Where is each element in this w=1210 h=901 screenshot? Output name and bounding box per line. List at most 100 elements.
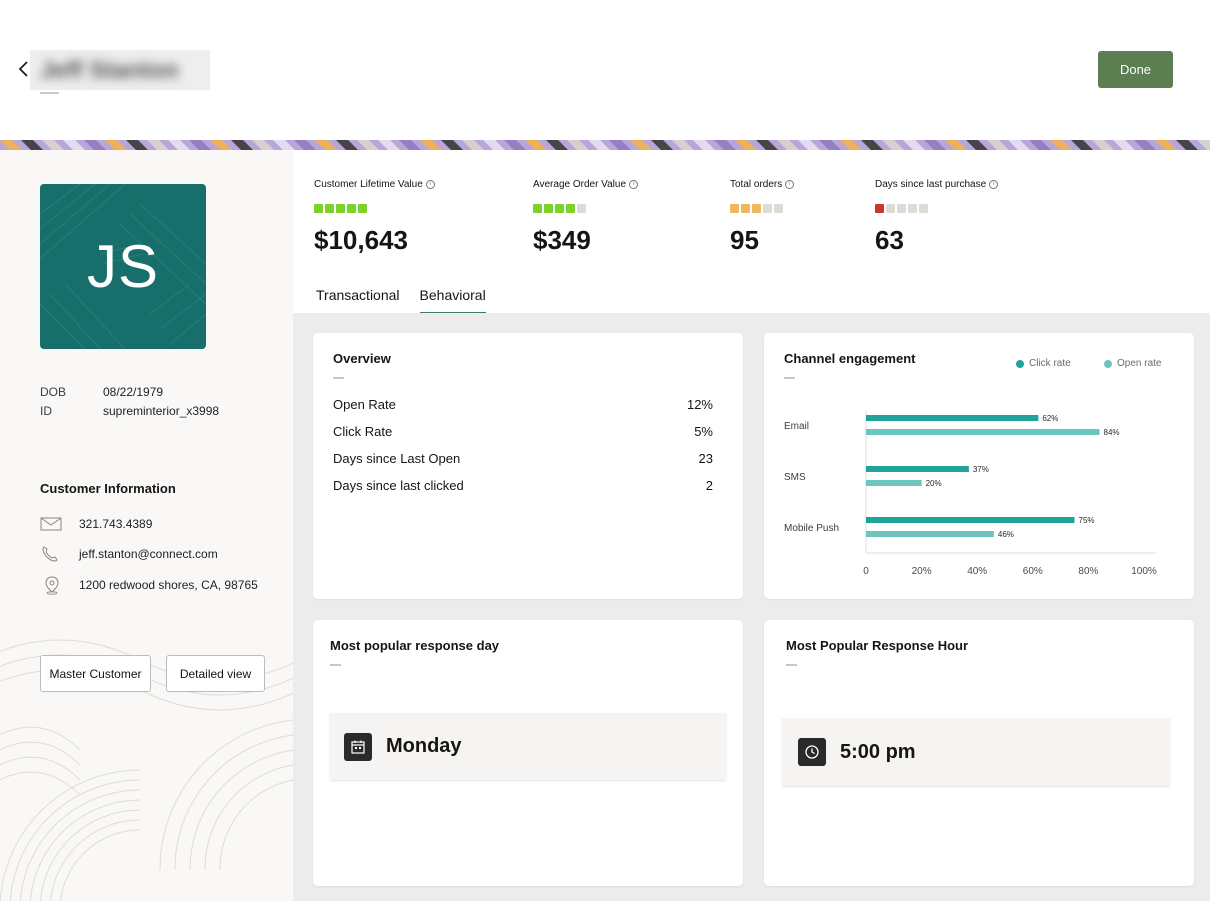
rating-dot-empty — [897, 204, 906, 213]
category-label: SMS — [784, 472, 806, 483]
envelope-icon — [40, 514, 64, 534]
customer-information-title: Customer Information — [40, 481, 176, 496]
rating-dot-filled — [347, 204, 356, 213]
bar — [866, 466, 969, 472]
avatar: JS — [40, 184, 206, 349]
rating-dot-filled — [741, 204, 750, 213]
bar-data-label: 20% — [926, 479, 942, 488]
bar — [866, 531, 994, 537]
bar — [866, 517, 1075, 523]
tab-behavioral[interactable]: Behavioral — [419, 287, 486, 314]
metric-value: 95 — [730, 225, 759, 255]
rating-dots — [875, 204, 998, 213]
overview-row: Click Rate 5% — [333, 424, 713, 439]
overview-row: Days since Last Open 23 — [333, 451, 713, 466]
detailed-view-button[interactable]: Detailed view — [166, 655, 265, 692]
rating-dot-empty — [919, 204, 928, 213]
card-title: Channel engagement — [784, 351, 916, 366]
id-label: ID — [40, 404, 52, 418]
profile-panel: JS DOB 08/22/1979 ID supreminterior_x399… — [0, 150, 293, 901]
rating-dots — [730, 204, 794, 213]
rating-dot-filled — [875, 204, 884, 213]
row-value: 2 — [705, 478, 713, 493]
id-value: supreminterior_x3998 — [103, 404, 220, 418]
rating-dot-filled — [314, 204, 323, 213]
row-label: Days since Last Open — [333, 451, 461, 466]
title-underline — [784, 377, 795, 379]
rating-dot-filled — [533, 204, 542, 213]
rating-dot-empty — [763, 204, 772, 213]
metric-value: $349 — [533, 225, 591, 255]
address-row: 1200 redwood shores, CA, 98765 — [40, 575, 258, 595]
phone-number: 321.743.4389 — [79, 517, 153, 531]
card-title: Overview — [333, 351, 391, 366]
metric-lifetime-value: Customer Lifetime Value i $10,643 — [314, 179, 435, 256]
rating-dot-filled — [325, 204, 334, 213]
channel-bar-chart: 0 20% 40% 60% 80% 100% Email 62% 84% SMS 37% 20% Mob… — [784, 411, 1157, 577]
decorative-banner — [0, 140, 1210, 150]
page-header: Jeff Stanton Done — [0, 0, 1210, 140]
info-icon[interactable]: i — [629, 180, 639, 189]
response-hour-box: 5:00 pm — [782, 718, 1170, 786]
legend-label: Open rate — [1117, 358, 1162, 369]
tab-bar: Transactional Behavioral — [316, 287, 486, 314]
response-hour-card: Most Popular Response Hour 5:00 pm — [764, 620, 1194, 886]
bar-data-label: 62% — [1042, 414, 1058, 423]
bar — [866, 480, 922, 486]
overview-row: Open Rate 12% — [333, 397, 713, 412]
legend-swatch — [1016, 359, 1024, 368]
title-underline — [330, 664, 341, 666]
metric-total-orders: Total orders i 95 — [730, 179, 795, 256]
rating-dot-filled — [752, 204, 761, 213]
clock-icon — [798, 738, 826, 766]
row-value: 5% — [694, 424, 713, 439]
metric-label: Average Order Value — [533, 179, 627, 190]
location-pin-icon — [40, 575, 64, 595]
info-icon[interactable]: i — [785, 180, 795, 189]
x-tick-label: 100% — [1131, 566, 1157, 577]
row-label: Click Rate — [333, 424, 393, 439]
legend-label: Click rate — [1029, 358, 1071, 369]
response-day-value: Monday — [386, 735, 462, 757]
tab-transactional[interactable]: Transactional — [316, 287, 400, 303]
rating-dot-filled — [544, 204, 553, 213]
bar-data-label: 46% — [998, 530, 1014, 539]
chevron-left-icon — [18, 61, 28, 77]
x-tick-label: 60% — [1023, 566, 1043, 577]
rating-dots — [533, 204, 638, 213]
legend-click-rate: Click rate — [1016, 358, 1071, 369]
rating-dot-filled — [336, 204, 345, 213]
dob-value: 08/22/1979 — [103, 385, 164, 399]
back-button[interactable] — [14, 58, 34, 80]
metric-average-order-value: Average Order Value i $349 — [533, 179, 639, 256]
rating-dot-empty — [886, 204, 895, 213]
dob-label: DOB — [40, 385, 67, 399]
info-icon[interactable]: i — [425, 180, 435, 189]
overview-row: Days since last clicked 2 — [333, 478, 713, 493]
metric-value: 63 — [875, 225, 904, 255]
bar-data-label: 84% — [1104, 428, 1120, 437]
master-customer-button[interactable]: Master Customer — [40, 655, 151, 692]
rating-dot-empty — [577, 204, 586, 213]
done-button[interactable]: Done — [1098, 51, 1173, 88]
info-icon[interactable]: i — [989, 180, 999, 189]
metric-days-since-purchase: Days since last purchase i 63 — [875, 179, 999, 256]
row-value: 23 — [698, 451, 713, 466]
email-row: jeff.stanton@connect.com — [40, 544, 218, 564]
phone-row: 321.743.4389 — [40, 514, 152, 534]
response-day-card: Most popular response day Monday — [313, 620, 743, 886]
phone-icon — [40, 544, 64, 564]
row-label: Days since last clicked — [333, 478, 464, 493]
channel-engagement-card: Channel engagement Click rate Open rate … — [764, 333, 1194, 599]
address: 1200 redwood shores, CA, 98765 — [79, 578, 258, 592]
legend-open-rate: Open rate — [1104, 358, 1161, 369]
metric-label: Customer Lifetime Value — [314, 179, 423, 190]
response-hour-value: 5:00 pm — [840, 740, 916, 763]
email-address: jeff.stanton@connect.com — [79, 547, 218, 561]
title-underline — [786, 664, 797, 666]
row-value: 12% — [686, 397, 713, 412]
metric-value: $10,643 — [314, 225, 408, 255]
card-title: Most Popular Response Hour — [786, 638, 969, 653]
x-tick-label: 0 — [863, 566, 869, 577]
bar — [866, 429, 1100, 435]
